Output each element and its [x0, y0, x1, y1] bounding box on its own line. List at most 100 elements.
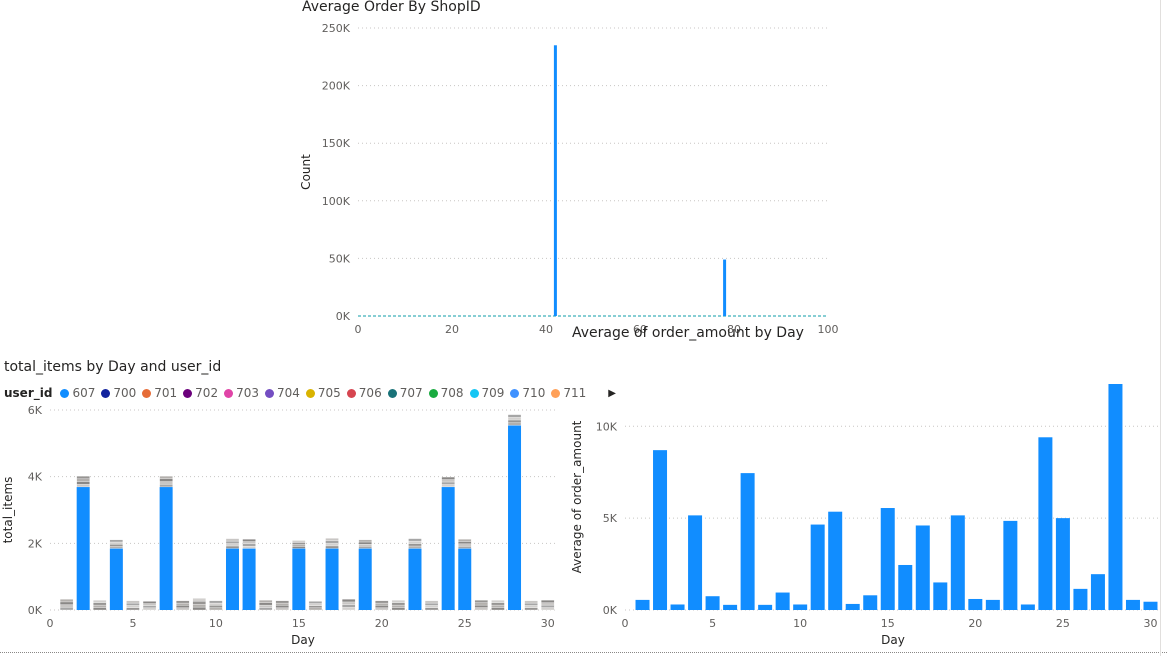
- bar-shop-42: [553, 45, 557, 316]
- bar-other-day-9: [192, 606, 206, 611]
- y-tick-label: 2K: [28, 537, 43, 550]
- bar-other-day-8: [176, 602, 190, 606]
- bar-other-day-1: [59, 607, 74, 611]
- bar-other-day-19: [358, 544, 372, 547]
- x-tick-label: 80: [727, 323, 741, 336]
- chart-items-legend[interactable]: user_id 607 700 701 702 703 704 705 706 707 708 70…: [4, 386, 616, 400]
- bar-other-day-20: [375, 605, 389, 608]
- legend-item-label: 709: [481, 386, 505, 400]
- chart-amount-svg[interactable]: 0K 5K 10K 0 5 10 15 20 25 30 Day Average of order_a…: [565, 370, 1161, 656]
- bar-other-day-18: [341, 604, 356, 608]
- legend-item-711[interactable]: 711: [551, 386, 586, 400]
- x-tick-label: 20: [445, 323, 459, 336]
- bar-other-day-7: [159, 476, 173, 479]
- bar-amount-day-10: [793, 604, 808, 610]
- chart-shop-svg[interactable]: 0K 50K 100K 150K 200K 250K 0 20 40 60 80 100 Count: [298, 0, 839, 336]
- bar-other-day-24: [441, 484, 455, 488]
- legend-item-710[interactable]: 710: [510, 386, 545, 400]
- bar-other-day-2: [76, 481, 90, 485]
- chart-items-container: 0K 2K 4K 6K 0 5 10 15 20 25 30 Day total_items: [0, 400, 565, 656]
- x-tick-label: 0: [355, 323, 362, 336]
- bar-other-day-18: [341, 599, 356, 603]
- bar-607-day-11: [225, 548, 239, 610]
- legend-item-708[interactable]: 708: [428, 386, 464, 400]
- x-tick-label: 0: [622, 617, 629, 630]
- bar-other-day-14: [275, 602, 289, 606]
- bar-amount-day-12: [828, 511, 843, 610]
- legend-item-706[interactable]: 706: [346, 386, 382, 400]
- bar-amount-day-6: [723, 604, 738, 610]
- bar-other-day-17: [325, 538, 339, 541]
- chart-amount-container: 0K 5K 10K 0 5 10 15 20 25 30 Day Average of order_a…: [565, 370, 1161, 656]
- bar-amount-day-21: [985, 599, 1000, 610]
- legend-item-707[interactable]: 707: [387, 386, 423, 400]
- bar-other-day-26: [474, 604, 488, 608]
- legend-item-705[interactable]: 705: [305, 386, 341, 400]
- bar-amount-day-3: [670, 604, 685, 610]
- bar-other-day-2: [76, 484, 90, 488]
- bar-other-day-20: [375, 607, 389, 611]
- legend-item-702[interactable]: 702: [183, 386, 218, 400]
- bar-amount-day-22: [1003, 520, 1018, 610]
- bar-other-day-16: [308, 603, 323, 606]
- bar-other-day-29: [524, 605, 538, 608]
- legend-item-709[interactable]: 709: [469, 386, 505, 400]
- bar-amount-day-29: [1125, 599, 1140, 610]
- bar-other-day-8: [176, 605, 190, 608]
- bar-other-day-15: [292, 542, 306, 545]
- x-tick-label: 25: [458, 617, 472, 630]
- bar-other-day-9: [192, 598, 206, 602]
- bar-other-day-15: [292, 540, 306, 543]
- legend-item-704[interactable]: 704: [264, 386, 300, 400]
- legend-item-703[interactable]: 703: [224, 386, 259, 400]
- bar-other-day-29: [524, 607, 538, 611]
- legend-dot-icon: [428, 388, 438, 398]
- x-tick-label: 100: [818, 323, 839, 336]
- bar-other-day-4: [109, 544, 124, 547]
- bar-amount-day-7: [740, 473, 755, 610]
- legend-item-label: 706: [358, 386, 382, 400]
- chart-items-svg[interactable]: 0K 2K 4K 6K 0 5 10 15 20 25 30 Day total_items: [0, 400, 565, 656]
- bar-amount-day-27: [1090, 574, 1105, 610]
- bar-shop-78: [723, 259, 727, 316]
- bar-other-day-15: [292, 546, 306, 549]
- legend-item-label: 704: [276, 386, 300, 400]
- bar-amount-day-4: [688, 515, 703, 610]
- bar-amount-day-20: [968, 598, 983, 610]
- bar-other-day-13: [259, 607, 273, 611]
- bar-amount-day-30: [1143, 601, 1158, 610]
- bar-other-day-28: [507, 422, 522, 426]
- legend-next-arrow-icon[interactable]: ▶: [608, 387, 616, 399]
- legend-item-label: 607: [72, 386, 96, 400]
- bar-amount-day-25: [1055, 518, 1070, 610]
- y-tick-label: 6K: [28, 404, 43, 417]
- y-tick-label: 100K: [322, 195, 351, 208]
- bar-other-day-7: [159, 484, 173, 488]
- bar-other-day-27: [491, 602, 505, 606]
- bar-other-day-10: [209, 602, 223, 606]
- bar-other-day-23: [424, 600, 439, 604]
- legend-item-700[interactable]: 700: [101, 386, 136, 400]
- y-tick-label: 5K: [603, 512, 618, 525]
- bar-other-day-28: [507, 417, 522, 421]
- bar-other-day-3: [93, 600, 107, 603]
- bar-other-day-3: [93, 607, 107, 611]
- bar-other-day-23: [424, 605, 439, 608]
- bar-other-day-25: [458, 546, 472, 549]
- bar-other-day-27: [491, 600, 505, 603]
- legend-items: 607 700 701 702 703 704 705 706 707 708 709 710 711: [60, 386, 592, 400]
- bar-amount-day-2: [653, 450, 668, 610]
- bar-other-day-16: [308, 607, 323, 611]
- legend-item-label: 705: [317, 386, 341, 400]
- bar-other-day-19: [358, 539, 372, 543]
- legend-item-701[interactable]: 701: [142, 386, 177, 400]
- legend-item-607[interactable]: 607: [60, 386, 95, 400]
- x-tick-label: 40: [539, 323, 553, 336]
- legend-item-label: 710: [522, 386, 546, 400]
- bar-amount-day-9: [775, 592, 790, 610]
- x-tick-label: 25: [1056, 617, 1070, 630]
- chart-shop-container: 0K 50K 100K 150K 200K 250K 0 20 40 60 80 100 Count: [298, 0, 839, 336]
- bar-other-day-24: [441, 481, 455, 485]
- bar-other-day-29: [524, 602, 538, 606]
- bar-other-day-25: [458, 541, 472, 544]
